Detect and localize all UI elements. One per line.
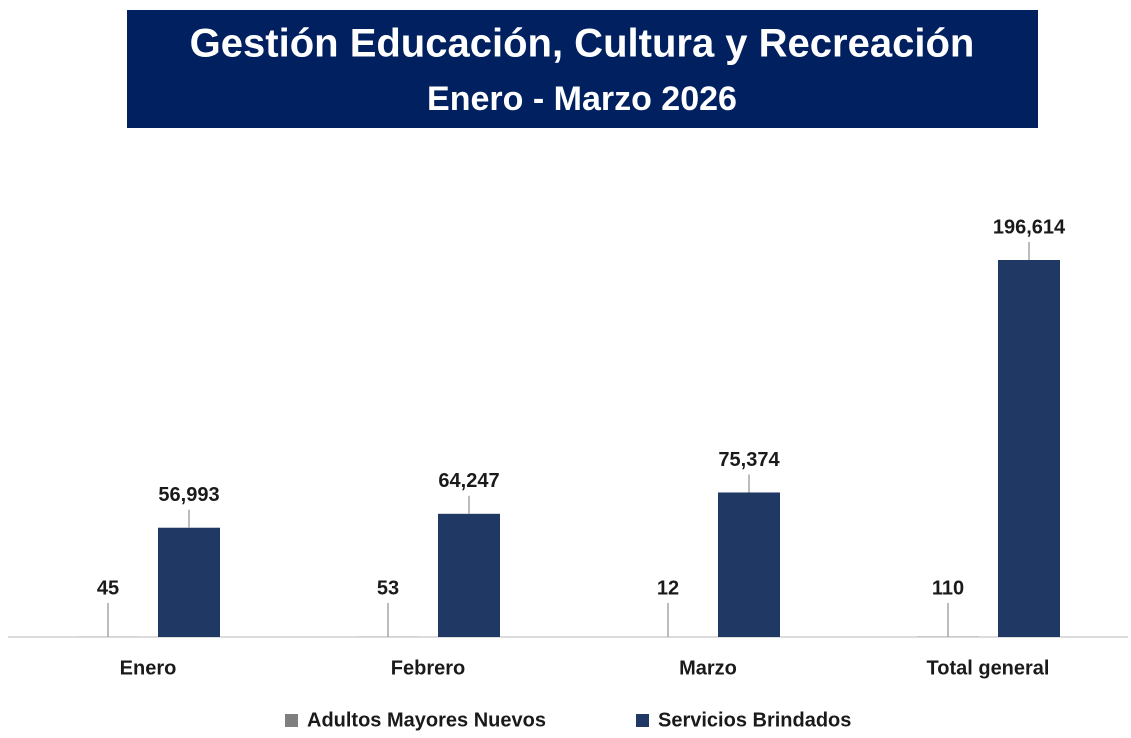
chart-subtitle: Enero - Marzo 2026: [427, 80, 737, 118]
x-tick-label: Marzo: [679, 657, 737, 679]
data-label: 110: [932, 577, 964, 599]
data-label: 12: [657, 577, 679, 599]
x-tick-label: Febrero: [391, 657, 465, 679]
bar: [718, 492, 780, 637]
legend-swatch: [636, 714, 649, 727]
data-label: 75,374: [718, 449, 780, 471]
bar: [998, 260, 1060, 637]
bar: [158, 528, 220, 637]
legend-swatch: [285, 714, 298, 727]
data-label: 56,993: [158, 484, 219, 506]
data-label: 64,247: [438, 470, 499, 492]
legend-label: Servicios Brindados: [658, 709, 851, 731]
x-tick-label: Total general: [927, 657, 1050, 679]
data-label: 196,614: [993, 216, 1066, 238]
x-tick-label: Enero: [120, 657, 177, 679]
legend-label: Adultos Mayores Nuevos: [307, 709, 546, 731]
bar: [438, 514, 500, 637]
data-label: 53: [377, 577, 399, 599]
chart-title: Gestión Educación, Cultura y Recreación: [190, 22, 975, 66]
data-label: 45: [97, 577, 119, 599]
